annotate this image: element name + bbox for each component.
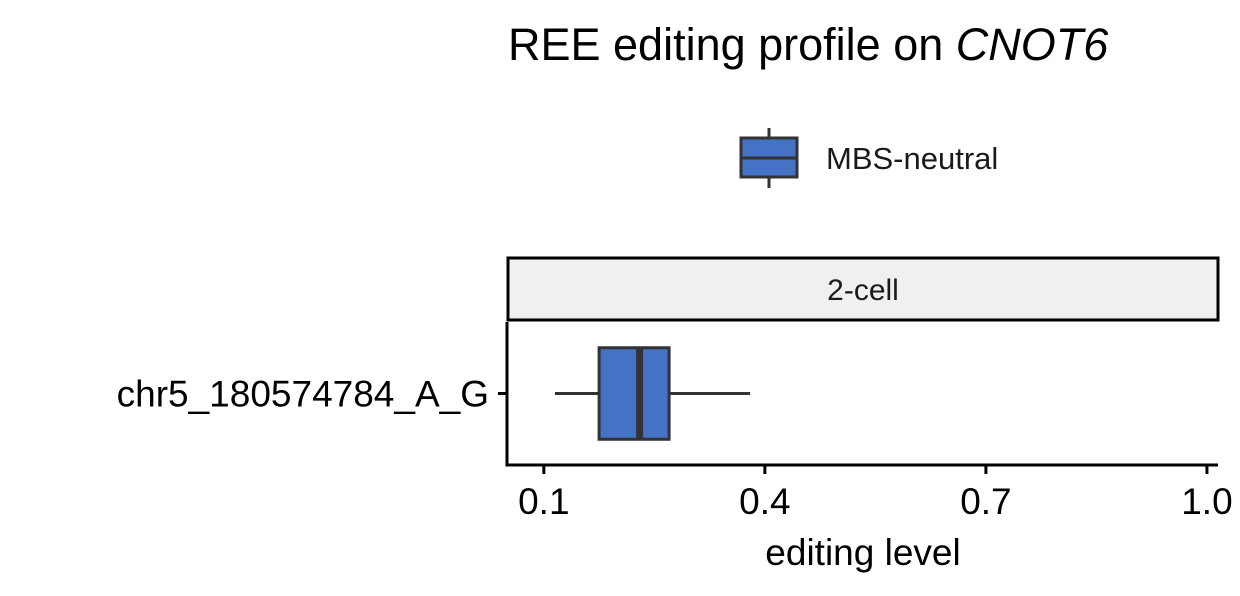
chart-title-gene: CNOT6 xyxy=(956,19,1109,70)
box-iqr xyxy=(597,346,671,441)
x-tick-label: 1.0 xyxy=(1181,481,1232,522)
y-ticks-layer: chr5_180574784_A_G xyxy=(117,374,507,415)
legend-label: MBS-neutral xyxy=(826,141,998,176)
plot-panel: chr5_180574784_A_G 0.1 0.4 0.7 1.0 xyxy=(117,322,1233,522)
boxes-layer xyxy=(554,346,751,441)
chart-title-prefix: REE editing profile on xyxy=(508,19,956,70)
x-tick-label: 0.1 xyxy=(518,481,569,522)
legend: MBS-neutral xyxy=(739,128,998,188)
y-tick-label: chr5_180574784_A_G xyxy=(117,374,489,415)
x-ticks-layer: 0.1 0.4 0.7 1.0 xyxy=(518,465,1233,522)
facet-strip-box xyxy=(506,256,1220,322)
facet-strip-label: 2-cell xyxy=(827,274,899,307)
x-tick-label: 0.7 xyxy=(960,481,1011,522)
chart-title: REE editing profile on CNOT6 xyxy=(508,19,1109,70)
x-axis-title: editing level xyxy=(765,532,960,573)
facet-strip: 2-cell xyxy=(506,256,1220,322)
x-tick-label: 0.4 xyxy=(739,481,790,522)
boxplot-0-0 xyxy=(554,346,751,441)
